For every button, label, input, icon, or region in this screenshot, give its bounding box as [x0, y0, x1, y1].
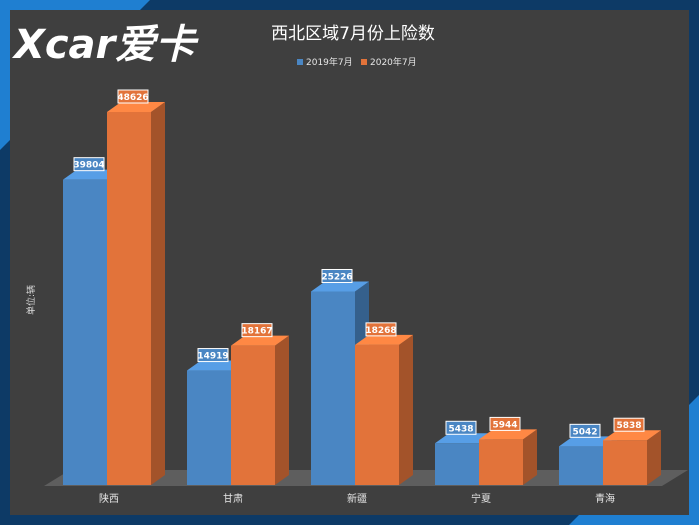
bar-top: [559, 436, 617, 447]
data-label-box: [241, 323, 273, 338]
category-label: 新疆: [347, 492, 367, 505]
logo: Xcar爱卡: [11, 22, 199, 68]
data-label: 14919: [197, 348, 229, 363]
data-label-text: 5944: [492, 420, 517, 430]
data-label-box: [445, 420, 477, 435]
category-label: 青海: [595, 492, 615, 505]
data-label-box: [117, 89, 149, 104]
bar-front: [435, 443, 479, 485]
bar-side: [275, 335, 289, 485]
bar-front: [559, 446, 603, 485]
bar-front: [187, 370, 231, 485]
bar-top: [63, 169, 121, 180]
bar-top: [355, 334, 413, 345]
bar-side: [647, 430, 661, 485]
data-label-box: [197, 348, 229, 363]
logo-text: Xcar爱卡: [11, 22, 199, 68]
data-label-text: 18167: [241, 327, 272, 337]
bar-side: [523, 429, 537, 485]
data-label: 25226: [321, 268, 353, 283]
data-label: 18268: [365, 322, 397, 337]
bar: [355, 334, 413, 485]
legend-swatch-2020: [361, 59, 367, 65]
data-label-text: 5042: [572, 427, 597, 437]
bar: [107, 102, 165, 485]
bar-top: [311, 281, 369, 292]
legend-label-2020: 2020年7月: [370, 56, 417, 68]
bar-top: [231, 335, 289, 346]
data-label-box: [569, 423, 601, 438]
bar-side: [151, 102, 165, 485]
data-label: 39804: [73, 157, 105, 172]
bar-front: [603, 440, 647, 485]
data-label-text: 5838: [616, 421, 641, 431]
bar-top: [107, 102, 165, 112]
data-label-box: [489, 416, 521, 431]
data-label-text: 14919: [197, 352, 228, 362]
bar-front: [311, 291, 355, 485]
chart-title: 西北区域7月份上险数: [271, 24, 435, 44]
bar-front: [63, 179, 107, 485]
data-label: 5438: [445, 420, 477, 435]
bar-top: [435, 433, 493, 444]
data-label-box: [613, 417, 645, 432]
bar-top: [603, 430, 661, 441]
category-label: 甘肃: [223, 492, 243, 505]
bar-top: [187, 360, 245, 371]
bar-front: [231, 345, 275, 485]
data-label-text: 25226: [321, 272, 352, 282]
legend-label-2019: 2019年7月: [306, 56, 353, 68]
label-group: 39804 48626 陕西 14919 18167 甘肃 25226 18268 新疆 5438…: [73, 89, 645, 505]
bar-group: [63, 102, 661, 485]
bar: [231, 335, 289, 485]
bar-front: [107, 112, 151, 485]
data-label: 48626: [117, 89, 149, 104]
data-label: 18167: [241, 323, 273, 338]
data-label: 5042: [569, 423, 601, 438]
bar-top: [479, 429, 537, 440]
bar: [603, 430, 661, 485]
data-label-box: [73, 157, 105, 172]
data-label-text: 48626: [117, 93, 148, 103]
y-axis-label: 单位:辆: [25, 285, 37, 315]
data-label-box: [321, 268, 353, 283]
data-label-text: 5438: [448, 424, 473, 434]
data-label: 5944: [489, 416, 521, 431]
bar: [479, 429, 537, 485]
data-label-text: 18268: [365, 326, 396, 336]
bar-front: [355, 344, 399, 485]
data-label-box: [365, 322, 397, 337]
legend-swatch-2019: [297, 59, 303, 65]
data-label: 5838: [613, 417, 645, 432]
legend: 2019年7月 2020年7月: [297, 56, 417, 68]
category-label: 宁夏: [471, 492, 491, 505]
data-label-text: 39804: [73, 161, 104, 171]
bar-front: [479, 439, 523, 485]
bar-side: [399, 334, 413, 485]
category-label: 陕西: [99, 492, 119, 505]
